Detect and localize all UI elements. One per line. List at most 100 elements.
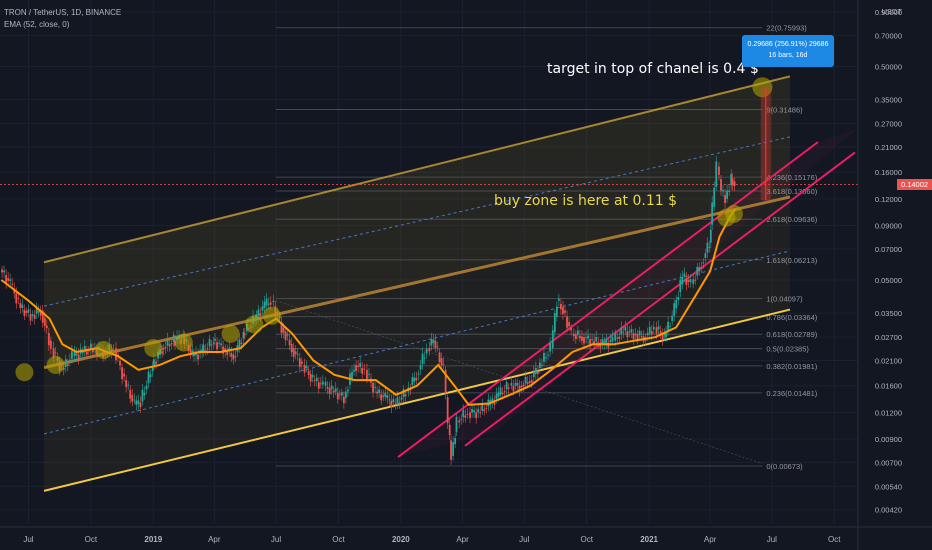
candle-body: [396, 397, 399, 405]
candle-body: [202, 344, 205, 353]
candle-body: [83, 346, 86, 353]
candle-body: [665, 331, 667, 338]
candle-body: [224, 348, 227, 352]
candle-body: [455, 416, 458, 433]
candle-body: [220, 343, 223, 346]
price-tick-label: 0.00420: [875, 506, 902, 515]
candle-body: [593, 340, 596, 346]
candle-body: [485, 407, 488, 409]
candle-body: [17, 298, 20, 300]
candle-body: [722, 189, 724, 192]
candle-body: [499, 387, 502, 395]
candle-body: [450, 440, 452, 460]
candle-body: [673, 303, 676, 316]
candle-body: [724, 195, 726, 204]
candle-body: [155, 361, 157, 364]
rising-channel-lower: [464, 151, 856, 447]
candle-body: [591, 339, 594, 340]
candle-body: [638, 330, 641, 336]
channel-fills: [44, 76, 858, 491]
candle-body: [632, 333, 635, 340]
symbol-title[interactable]: TRON / TetherUS, 1D, BINANCE: [4, 8, 122, 17]
candle-body: [47, 333, 50, 346]
candle-body: [282, 327, 285, 333]
price-axis[interactable]: 0.90000 0.70000 0.50000 0.35000 0.27000 0.210…: [857, 0, 902, 550]
candle-body: [238, 339, 241, 348]
candle-body: [547, 354, 549, 356]
candle-body: [702, 262, 705, 264]
candle-body: [423, 357, 426, 359]
candle-body: [442, 363, 445, 365]
price-tick-label: 0.01600: [875, 382, 902, 391]
candle-body: [597, 342, 600, 345]
time-axis[interactable]: Jul Oct 2019 Apr Jul Oct 2020 Apr Jul Oct 2021 Apr J…: [0, 526, 932, 544]
candle-body: [576, 330, 579, 336]
candle-body: [562, 307, 564, 315]
candle-body: [319, 383, 322, 385]
candle-body: [378, 389, 381, 393]
time-tick-label: 2021: [640, 535, 658, 544]
candle-body: [534, 368, 537, 375]
candle-body: [679, 279, 682, 293]
candle-body: [430, 339, 433, 346]
candle-body: [265, 298, 268, 306]
candle-body: [62, 368, 65, 370]
candle-body: [585, 337, 587, 338]
ema-polyline: [0, 208, 737, 406]
fib-level-label: 0(0.00673): [766, 462, 803, 471]
candle-body: [143, 392, 146, 396]
highlight-circle: [262, 306, 281, 325]
candle-body: [700, 267, 703, 269]
candle-body: [338, 394, 341, 396]
candle-body: [683, 273, 686, 277]
candle-body: [170, 343, 173, 345]
candle-body: [566, 316, 568, 328]
candle-body: [309, 374, 312, 382]
candle-body: [363, 368, 366, 370]
candle-body: [669, 326, 672, 328]
candle-body: [261, 306, 264, 311]
candle-body: [628, 331, 631, 333]
highlight-circles: [15, 77, 773, 382]
candle-body: [510, 382, 513, 386]
candle-body: [501, 392, 504, 395]
fib-level-label: 1(0.04097): [766, 295, 803, 304]
highlight-circle: [221, 324, 240, 343]
highlight-circle: [46, 356, 65, 375]
candle-body: [263, 301, 266, 309]
candle-body: [671, 315, 674, 322]
highlight-circle: [94, 341, 113, 360]
candle-body: [692, 279, 695, 284]
candle-body: [77, 354, 80, 360]
candle-body: [659, 331, 662, 334]
candle-body: [555, 306, 558, 317]
candle-body: [85, 351, 88, 355]
candle-body: [419, 365, 422, 370]
price-tick-label: 0.07000: [875, 245, 902, 254]
candle-body: [153, 359, 155, 366]
measure-bars: 16 bars, 16d: [768, 52, 808, 59]
time-tick-label: Jul: [519, 535, 529, 544]
fib-level-label: 0.618(0.02789): [766, 330, 817, 339]
candle-body: [518, 385, 521, 392]
candle-body: [216, 342, 218, 350]
buy-zone-annotation: buy zone is here at 0.11 $: [494, 193, 678, 209]
candle-body: [512, 385, 515, 392]
candle-body: [374, 387, 376, 388]
candle-body: [667, 321, 669, 332]
candle-body: [161, 351, 164, 354]
candle-body: [601, 339, 604, 344]
price-tick-label: 0.27000: [875, 120, 902, 129]
candle-body: [54, 352, 57, 354]
candle-body: [29, 314, 32, 321]
time-tick-label: Oct: [828, 535, 841, 544]
channel-dashed-upper: [43, 136, 791, 307]
candle-body: [27, 309, 30, 313]
candle-body: [417, 373, 420, 375]
fib-extension-levels: 22(0.75993) 9(0.31486) 4.236(0.15176) 3.618…: [275, 24, 818, 471]
candle-body: [471, 409, 473, 413]
indicator-legend[interactable]: EMA (52, close, 0): [4, 20, 70, 29]
candle-body: [166, 338, 169, 346]
candle-body: [11, 283, 14, 285]
